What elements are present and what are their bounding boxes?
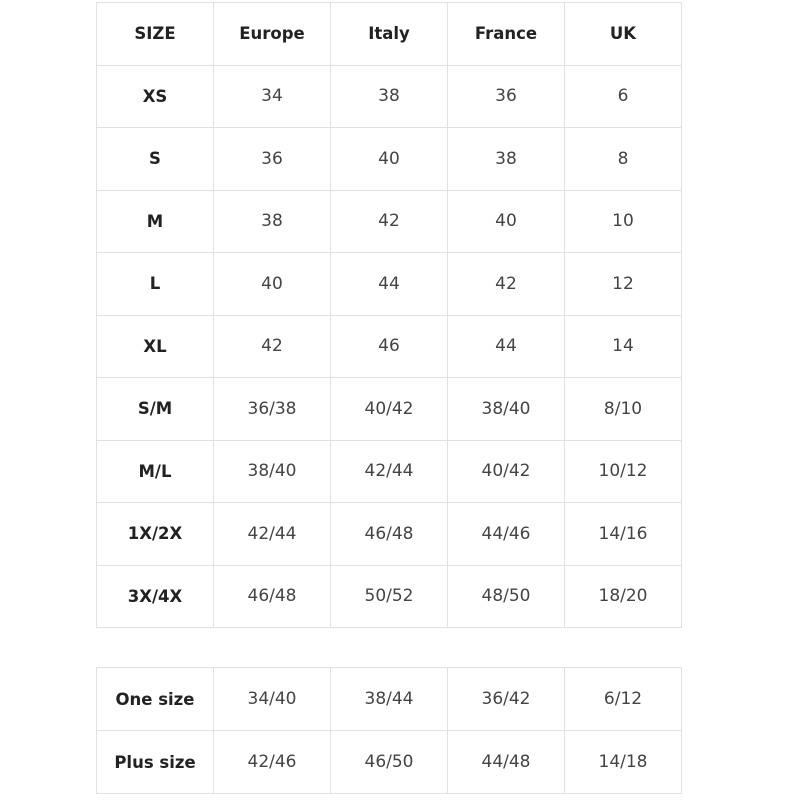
size-value-cell: 14	[564, 314, 682, 378]
size-value-cell: 40	[213, 252, 331, 316]
size-value-cell: 44	[447, 314, 565, 378]
size-value-cell: 36	[447, 64, 565, 128]
size-value-cell: 38/44	[330, 667, 448, 731]
size-conversion-table: SIZE Europe Italy France UK XS 34 38 36 6 S 36 40 38 8…	[96, 2, 682, 628]
size-value-cell: 14/18	[564, 730, 682, 794]
size-label-cell: One size	[96, 667, 214, 731]
size-value-cell: France	[447, 2, 565, 66]
size-value-cell: 42/44	[330, 439, 448, 503]
table-row: S 36 40 38 8	[96, 127, 682, 191]
size-value-cell: 40/42	[330, 377, 448, 441]
table-row: 1X/2X 42/44 46/48 44/46 14/16	[96, 502, 682, 566]
size-label-cell: S	[96, 127, 214, 191]
size-value-cell: 44	[330, 252, 448, 316]
size-value-cell: 42	[447, 252, 565, 316]
size-value-cell: 6/12	[564, 667, 682, 731]
size-label-cell: 1X/2X	[96, 502, 214, 566]
size-value-cell: 38	[330, 64, 448, 128]
size-value-cell: 38/40	[213, 439, 331, 503]
table-row: Plus size 42/46 46/50 44/48 14/18	[96, 730, 682, 794]
size-label-cell: M/L	[96, 439, 214, 503]
size-label-cell: Plus size	[96, 730, 214, 794]
size-value-cell: Italy	[330, 2, 448, 66]
size-label-cell: SIZE	[96, 2, 214, 66]
size-value-cell: 10	[564, 189, 682, 253]
size-value-cell: 14/16	[564, 502, 682, 566]
size-label-cell: XS	[96, 64, 214, 128]
size-value-cell: 46/48	[330, 502, 448, 566]
size-value-cell: 50/52	[330, 564, 448, 628]
size-value-cell: 44/48	[447, 730, 565, 794]
size-value-cell: 36/42	[447, 667, 565, 731]
size-value-cell: 44/46	[447, 502, 565, 566]
table-row: L 40 44 42 12	[96, 252, 682, 316]
size-value-cell: 12	[564, 252, 682, 316]
size-value-cell: 38/40	[447, 377, 565, 441]
size-value-cell: UK	[564, 2, 682, 66]
size-value-cell: 42	[213, 314, 331, 378]
size-value-cell: 40	[447, 189, 565, 253]
size-label-cell: 3X/4X	[96, 564, 214, 628]
size-value-cell: 8	[564, 127, 682, 191]
size-value-cell: 36/38	[213, 377, 331, 441]
size-label-cell: L	[96, 252, 214, 316]
size-value-cell: 8/10	[564, 377, 682, 441]
size-value-cell: 42	[330, 189, 448, 253]
size-value-cell: 10/12	[564, 439, 682, 503]
size-value-cell: 40/42	[447, 439, 565, 503]
table-row: S/M 36/38 40/42 38/40 8/10	[96, 377, 682, 441]
table-row: One size 34/40 38/44 36/42 6/12	[96, 667, 682, 731]
size-label-cell: S/M	[96, 377, 214, 441]
table-row: M 38 42 40 10	[96, 189, 682, 253]
size-value-cell: 42/46	[213, 730, 331, 794]
table-row: 3X/4X 46/48 50/52 48/50 18/20	[96, 564, 682, 628]
size-value-cell: 36	[213, 127, 331, 191]
size-value-cell: 38	[447, 127, 565, 191]
size-value-cell: 46/48	[213, 564, 331, 628]
table-row: M/L 38/40 42/44 40/42 10/12	[96, 439, 682, 503]
special-size-table: One size 34/40 38/44 36/42 6/12 Plus size 42/4…	[96, 667, 682, 794]
size-value-cell: Europe	[213, 2, 331, 66]
size-label-cell: M	[96, 189, 214, 253]
size-value-cell: 46/50	[330, 730, 448, 794]
size-value-cell: 46	[330, 314, 448, 378]
size-value-cell: 38	[213, 189, 331, 253]
table-row: XL 42 46 44 14	[96, 314, 682, 378]
size-value-cell: 18/20	[564, 564, 682, 628]
size-value-cell: 40	[330, 127, 448, 191]
size-value-cell: 34	[213, 64, 331, 128]
size-value-cell: 6	[564, 64, 682, 128]
table-header-row: SIZE Europe Italy France UK	[96, 2, 682, 66]
size-value-cell: 48/50	[447, 564, 565, 628]
table-row: XS 34 38 36 6	[96, 64, 682, 128]
size-value-cell: 42/44	[213, 502, 331, 566]
size-label-cell: XL	[96, 314, 214, 378]
size-value-cell: 34/40	[213, 667, 331, 731]
